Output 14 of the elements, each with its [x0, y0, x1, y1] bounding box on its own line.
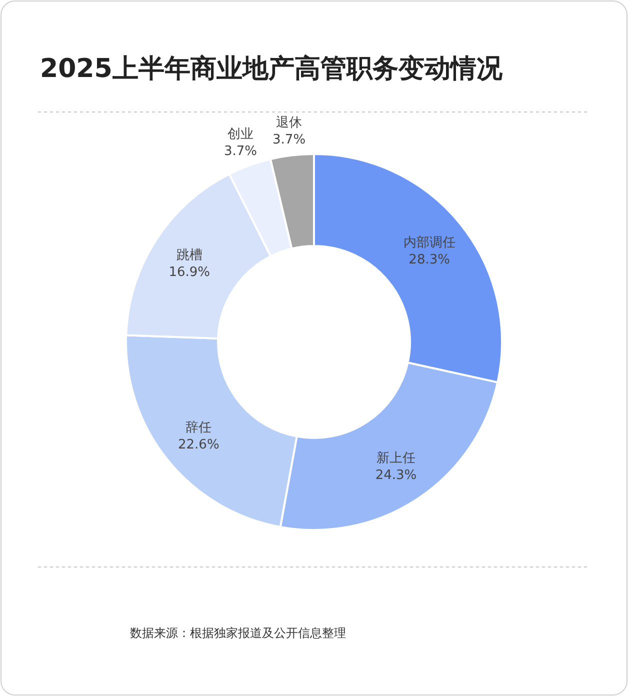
data-label: 16.9%	[168, 265, 210, 280]
slice-label: 跳槽	[176, 248, 202, 264]
slice-label: 辞任	[186, 420, 212, 436]
data-label: 28.3%	[408, 252, 450, 268]
slice-label: 创业	[228, 127, 254, 142]
slice-label: 退休	[276, 115, 302, 130]
source-note: 数据来源：根据独家报道及公开信息整理	[130, 626, 346, 640]
slice-label: 新上任	[376, 451, 416, 466]
data-label: 3.7%	[272, 132, 306, 148]
data-label: 3.7%	[224, 144, 258, 160]
slice-label: 内部调任	[403, 235, 456, 250]
data-label: 24.3%	[375, 468, 417, 484]
data-label: 22.6%	[178, 438, 220, 453]
chart-title: 2025上半年商业地产高管职务变动情况	[40, 54, 504, 84]
